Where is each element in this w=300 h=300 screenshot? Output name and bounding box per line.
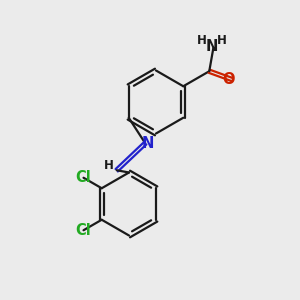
Text: Cl: Cl xyxy=(76,170,91,185)
Text: N: N xyxy=(206,39,218,54)
Text: N: N xyxy=(141,136,154,151)
Text: O: O xyxy=(222,72,235,87)
Text: H: H xyxy=(197,34,207,46)
Text: H: H xyxy=(103,159,113,172)
Text: H: H xyxy=(217,34,227,46)
Text: Cl: Cl xyxy=(76,223,91,238)
